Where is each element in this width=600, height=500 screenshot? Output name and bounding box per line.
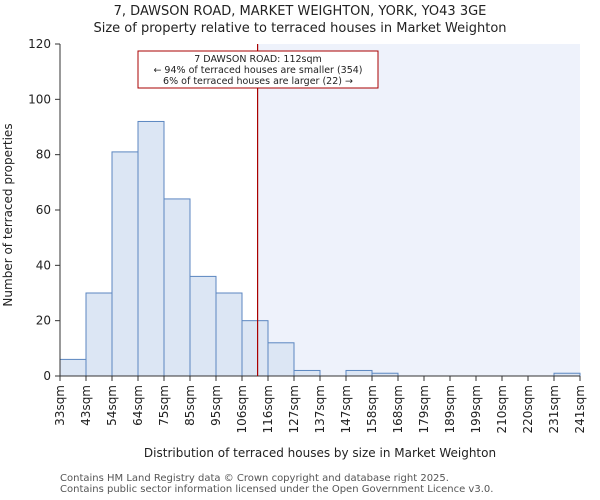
y-tick-label: 20	[36, 314, 51, 328]
annotation-larger: 6% of terraced houses are larger (22) →	[163, 76, 353, 87]
x-tick-label: 85sqm	[183, 385, 197, 426]
histogram-bar	[137, 120, 165, 377]
x-tick-label: 241sqm	[573, 385, 587, 433]
histogram-bar	[189, 275, 217, 377]
x-tick-label: 64sqm	[131, 385, 145, 426]
x-tick-label: 106sqm	[235, 385, 249, 433]
histogram-bar	[241, 320, 269, 377]
chart-title: 7, DAWSON ROAD, MARKET WEIGHTON, YORK, Y…	[113, 4, 487, 19]
x-tick-label: 43sqm	[79, 385, 93, 426]
x-tick-label: 168sqm	[391, 385, 405, 433]
y-tick-label: 60	[36, 203, 51, 217]
x-tick-label: 179sqm	[417, 385, 431, 433]
y-tick-label: 80	[36, 148, 51, 162]
x-tick-label: 220sqm	[521, 385, 535, 433]
x-axis-label: Distribution of terraced houses by size …	[144, 446, 496, 460]
histogram-bar	[59, 358, 87, 377]
x-tick-label: 95sqm	[209, 385, 223, 426]
y-axis-label: Number of terraced properties	[1, 123, 15, 306]
histogram-bar	[163, 198, 191, 377]
x-tick-label: 189sqm	[443, 385, 457, 433]
x-tick-label: 75sqm	[157, 385, 171, 426]
histogram-bar	[215, 292, 243, 377]
histogram-bar	[293, 369, 321, 377]
x-tick-label: 137sqm	[313, 385, 327, 433]
annotation-smaller: ← 94% of terraced houses are smaller (35…	[153, 65, 362, 76]
histogram-bar	[85, 292, 113, 377]
footer-copyright: Contains HM Land Registry data © Crown c…	[60, 473, 449, 484]
x-tick-label: 54sqm	[105, 385, 119, 426]
x-tick-label: 147sqm	[339, 385, 353, 433]
y-tick-label: 0	[43, 369, 51, 383]
x-tick-label: 127sqm	[287, 385, 301, 433]
annotation-box	[137, 50, 379, 89]
x-tick-label: 33sqm	[53, 385, 67, 426]
y-tick-label: 100	[28, 92, 51, 106]
histogram-bar	[267, 342, 295, 377]
y-tick-label: 120	[28, 37, 51, 51]
annotation-title: 7 DAWSON ROAD: 112sqm	[194, 54, 322, 65]
histogram-bar	[345, 369, 373, 377]
histogram-bar	[111, 151, 139, 377]
larger-region-shade	[257, 44, 580, 376]
y-tick-label: 40	[36, 258, 51, 272]
chart-subtitle: Size of property relative to terraced ho…	[93, 21, 507, 36]
x-tick-label: 199sqm	[469, 385, 483, 433]
x-tick-label: 231sqm	[547, 385, 561, 433]
x-tick-label: 210sqm	[495, 385, 509, 433]
x-tick-label: 158sqm	[365, 385, 379, 433]
x-tick-label: 116sqm	[261, 385, 275, 433]
footer-licence: Contains public sector information licen…	[60, 484, 494, 495]
